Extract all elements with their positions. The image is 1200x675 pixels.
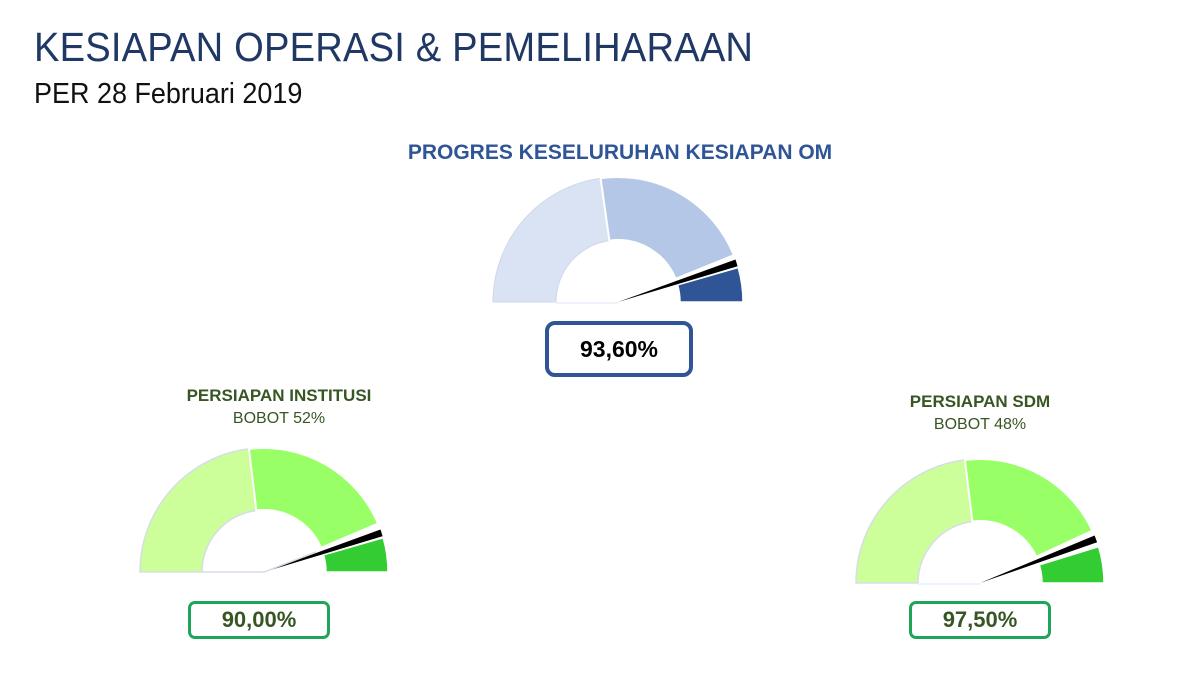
page-subtitle: PER 28 Februari 2019 [34,78,303,110]
gauge-needle-icon [618,259,738,302]
sdm-value-box: 97,50% [909,601,1051,639]
gauge-band-high [1038,545,1105,584]
main-value: 93,60% [579,335,658,362]
institusi-gauge [139,447,389,573]
institusi-value: 90,00% [221,607,297,632]
gauge-band-low [855,459,974,584]
institusi-value-box: 90,00% [188,601,330,639]
sdm-weight: BOBOT 48% [933,416,1027,433]
main-value-box: 93,60% [545,321,693,377]
page-title: KESIAPAN OPERASI & PEMELIHARAAN [34,24,754,70]
gauge-band-low [492,177,610,303]
gauge-band-low [139,448,258,573]
gauge-needle-icon [980,535,1098,583]
sdm-gauge [855,458,1105,585]
gauge-band-mid [247,447,380,550]
main-gauge [492,175,744,304]
main-gauge-title: PROGRES KESELURUHAN KESIAPAN OM [407,141,833,164]
institusi-weight: BOBOT 52% [232,410,326,427]
sdm-gauge-title: PERSIAPAN SDM [909,392,1051,411]
institusi-gauge-title: PERSIAPAN INSTITUSI [186,386,372,405]
gauge-band-mid [963,458,1094,559]
gauge-band-mid [599,175,736,281]
gauge-band-high [322,536,389,573]
gauge-band-high [676,266,744,303]
sdm-value: 97,50% [942,607,1018,632]
